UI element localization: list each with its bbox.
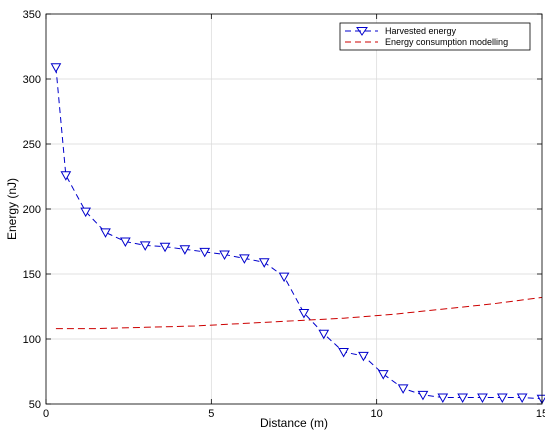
legend-label-harvested: Harvested energy [385, 26, 457, 36]
data-point-harvested [239, 254, 250, 264]
ticks: 0 5 10 15 50 100 150 200 250 300 350 [23, 9, 545, 420]
data-point-harvested [417, 390, 429, 401]
data-point-harvested [50, 63, 62, 73]
x-axis-title: Distance (m) [260, 416, 328, 430]
data-point-harvested [437, 393, 449, 404]
down-triangle-marker-icon [356, 27, 368, 36]
data-point-harvested [318, 329, 330, 340]
y-tick-label: 150 [23, 269, 41, 281]
y-tick-label: 200 [23, 204, 41, 216]
data-point-harvested [377, 370, 389, 380]
series-line-harvested-energy [55, 67, 543, 400]
data-point-harvested [60, 171, 72, 181]
legend-box [339, 22, 531, 51]
data-point-harvested [120, 237, 131, 248]
y-tick-label: 50 [29, 399, 41, 411]
data-point-harvested [179, 245, 191, 255]
data-point-harvested [516, 393, 528, 404]
data-point-harvested [496, 393, 508, 404]
y-axis-title: Energy (nJ) [5, 178, 19, 240]
legend: Harvested energy Energy consumption mode… [339, 22, 531, 51]
legend-label-consumption: Energy consumption modelling [385, 37, 508, 47]
data-point-harvested [298, 309, 310, 319]
data-point-harvested [278, 272, 290, 283]
y-tick-label: 350 [23, 9, 41, 21]
data-point-harvested [338, 348, 349, 358]
data-point-harvested [199, 247, 211, 258]
series-line-energy-consumption [55, 296, 543, 330]
x-tick-label: 10 [371, 408, 383, 420]
series-layer [50, 63, 545, 405]
y-tick-label: 300 [23, 74, 41, 86]
data-point-harvested [457, 393, 468, 404]
x-tick-label: 15 [536, 408, 545, 420]
data-point-harvested [397, 384, 409, 394]
data-point-harvested [219, 250, 230, 261]
data-point-harvested [477, 393, 488, 404]
x-tick-label: 5 [208, 408, 214, 420]
data-point-harvested [100, 228, 111, 238]
data-point-harvested [139, 241, 151, 251]
data-point-harvested [80, 207, 92, 218]
data-point-harvested [358, 351, 369, 362]
data-point-harvested [258, 258, 270, 268]
y-tick-label: 250 [23, 139, 41, 151]
y-tick-label: 100 [23, 334, 41, 346]
x-tick-label: 0 [43, 408, 49, 420]
data-point-harvested [159, 242, 171, 253]
